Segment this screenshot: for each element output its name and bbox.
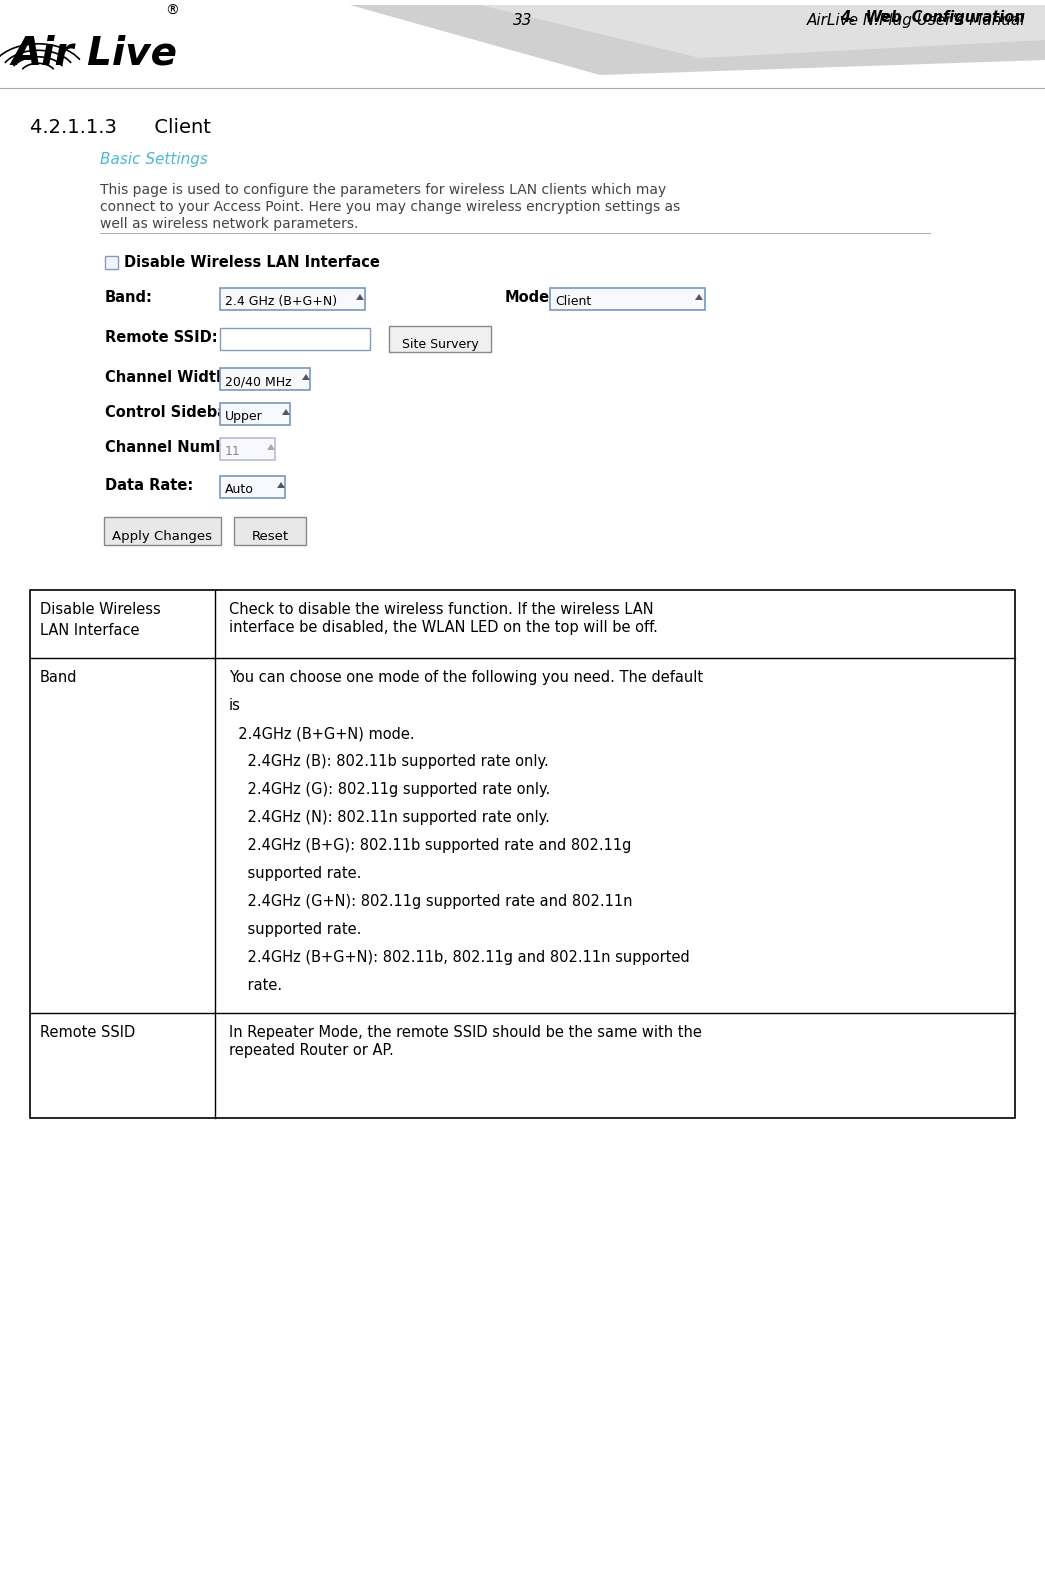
Text: 4.2.1.1.3      Client: 4.2.1.1.3 Client bbox=[30, 118, 211, 137]
Text: 11: 11 bbox=[225, 445, 240, 457]
FancyBboxPatch shape bbox=[220, 403, 291, 426]
FancyBboxPatch shape bbox=[220, 438, 275, 461]
Text: 2.4GHz (G): 802.11g supported rate only.: 2.4GHz (G): 802.11g supported rate only. bbox=[229, 783, 551, 797]
Text: rate.: rate. bbox=[229, 979, 282, 993]
Bar bbox=[220, 328, 370, 351]
Text: 2.4GHz (B+G): 802.11b supported rate and 802.11g: 2.4GHz (B+G): 802.11b supported rate and… bbox=[229, 838, 631, 853]
Text: Basic Settings: Basic Settings bbox=[100, 151, 208, 167]
Polygon shape bbox=[695, 293, 703, 300]
FancyBboxPatch shape bbox=[234, 516, 306, 545]
Text: Disable Wireless
LAN Interface: Disable Wireless LAN Interface bbox=[40, 603, 161, 638]
Text: Reset: Reset bbox=[252, 529, 288, 544]
Polygon shape bbox=[302, 375, 310, 379]
Text: is: is bbox=[229, 698, 241, 713]
Text: Upper: Upper bbox=[225, 410, 262, 422]
FancyBboxPatch shape bbox=[389, 327, 491, 352]
Text: 20/40 MHz: 20/40 MHz bbox=[225, 375, 292, 387]
Text: Client: Client bbox=[555, 295, 591, 308]
Text: In Repeater Mode, the remote SSID should be the same with the: In Repeater Mode, the remote SSID should… bbox=[229, 1025, 702, 1039]
Polygon shape bbox=[268, 445, 275, 450]
FancyBboxPatch shape bbox=[220, 368, 310, 391]
Text: supported rate.: supported rate. bbox=[229, 866, 362, 881]
Text: supported rate.: supported rate. bbox=[229, 921, 362, 937]
Bar bbox=[30, 590, 1015, 1117]
FancyBboxPatch shape bbox=[220, 289, 365, 309]
Text: Apply Changes: Apply Changes bbox=[112, 529, 212, 544]
Text: Air Live: Air Live bbox=[11, 33, 178, 72]
Text: 2.4GHz (B): 802.11b supported rate only.: 2.4GHz (B): 802.11b supported rate only. bbox=[229, 754, 549, 768]
Text: 33: 33 bbox=[513, 13, 532, 29]
Text: 2.4 GHz (B+G+N): 2.4 GHz (B+G+N) bbox=[225, 295, 338, 308]
Text: 2.4GHz (B+G+N) mode.: 2.4GHz (B+G+N) mode. bbox=[229, 725, 415, 741]
Text: Band: Band bbox=[40, 669, 77, 685]
Text: Mode:: Mode: bbox=[505, 290, 556, 304]
Text: well as wireless network parameters.: well as wireless network parameters. bbox=[100, 217, 358, 231]
Polygon shape bbox=[350, 5, 1045, 75]
Text: Check to disable the wireless function. If the wireless LAN: Check to disable the wireless function. … bbox=[229, 603, 653, 617]
Text: You can choose one mode of the following you need. The default: You can choose one mode of the following… bbox=[229, 669, 703, 685]
Text: ®: ® bbox=[165, 5, 179, 18]
Text: Auto: Auto bbox=[225, 483, 254, 496]
Text: 4.  Web  Configuration: 4. Web Configuration bbox=[840, 10, 1025, 26]
Polygon shape bbox=[282, 410, 291, 414]
Text: Data Rate:: Data Rate: bbox=[104, 478, 193, 493]
Text: Control Sideband:: Control Sideband: bbox=[104, 405, 254, 419]
Bar bbox=[104, 257, 118, 269]
Text: Site Survery: Site Survery bbox=[401, 338, 479, 351]
Text: repeated Router or AP.: repeated Router or AP. bbox=[229, 1042, 394, 1058]
Text: AirLive N.Plug User’s Manual: AirLive N.Plug User’s Manual bbox=[807, 13, 1025, 29]
FancyBboxPatch shape bbox=[104, 516, 220, 545]
Text: interface be disabled, the WLAN LED on the top will be off.: interface be disabled, the WLAN LED on t… bbox=[229, 620, 658, 634]
Text: connect to your Access Point. Here you may change wireless encryption settings a: connect to your Access Point. Here you m… bbox=[100, 199, 680, 214]
Text: This page is used to configure the parameters for wireless LAN clients which may: This page is used to configure the param… bbox=[100, 183, 667, 198]
Text: 2.4GHz (B+G+N): 802.11b, 802.11g and 802.11n supported: 2.4GHz (B+G+N): 802.11b, 802.11g and 802… bbox=[229, 950, 690, 964]
Text: Disable Wireless LAN Interface: Disable Wireless LAN Interface bbox=[124, 255, 380, 269]
FancyBboxPatch shape bbox=[220, 477, 285, 497]
Text: Band:: Band: bbox=[104, 290, 153, 304]
Text: Channel Width:: Channel Width: bbox=[104, 370, 232, 386]
Polygon shape bbox=[356, 293, 364, 300]
Text: Remote SSID: Remote SSID bbox=[40, 1025, 135, 1039]
Polygon shape bbox=[480, 5, 1045, 57]
Text: 2.4GHz (G+N): 802.11g supported rate and 802.11n: 2.4GHz (G+N): 802.11g supported rate and… bbox=[229, 894, 632, 909]
Polygon shape bbox=[277, 481, 285, 488]
Text: Channel Number:: Channel Number: bbox=[104, 440, 249, 454]
Text: Remote SSID:: Remote SSID: bbox=[104, 330, 217, 344]
Text: 2.4GHz (N): 802.11n supported rate only.: 2.4GHz (N): 802.11n supported rate only. bbox=[229, 810, 550, 826]
FancyBboxPatch shape bbox=[550, 289, 705, 309]
